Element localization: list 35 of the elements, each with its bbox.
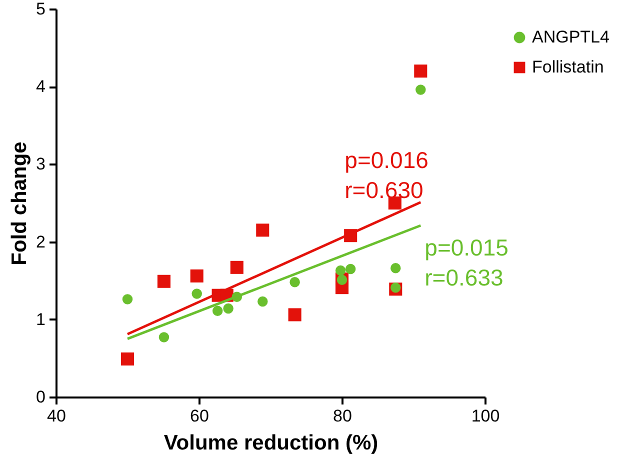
- point: [416, 84, 426, 95]
- point: [256, 224, 270, 237]
- point: [390, 263, 401, 274]
- y-tick-label: 3: [36, 154, 46, 174]
- y-tick-label: 5: [36, 0, 46, 18]
- x-tick-label: 100: [471, 406, 500, 426]
- point: [390, 282, 401, 293]
- y-tick-label: 1: [36, 310, 46, 329]
- point: [190, 269, 204, 282]
- point: [120, 352, 134, 366]
- legend-label: Follistatin: [532, 58, 604, 76]
- point: [122, 294, 133, 304]
- point: [158, 332, 170, 342]
- annotation: p=0.016 r=0.630: [344, 147, 428, 204]
- annotation: p=0.015 r=0.633: [424, 234, 508, 291]
- y-tick-label: 4: [36, 77, 46, 96]
- point: [335, 265, 346, 276]
- y-axis-title: Fold change: [8, 142, 32, 266]
- point: [157, 274, 170, 288]
- point: [212, 306, 223, 316]
- point: [223, 303, 234, 314]
- point: [258, 296, 268, 307]
- x-axis-title: Volume reduction (%): [164, 432, 378, 454]
- point: [230, 260, 244, 274]
- point: [192, 288, 202, 299]
- point: [345, 264, 356, 274]
- legend-label: ANGPTL4: [532, 28, 610, 46]
- y-tick-label: 0: [36, 388, 46, 406]
- x-tick-label: 40: [47, 406, 66, 426]
- x-tick-label: 80: [333, 406, 352, 426]
- point: [290, 277, 300, 288]
- y-tick-label: 2: [36, 232, 46, 252]
- point: [288, 308, 302, 322]
- point: [414, 64, 428, 78]
- x-tick-label: 60: [190, 406, 209, 426]
